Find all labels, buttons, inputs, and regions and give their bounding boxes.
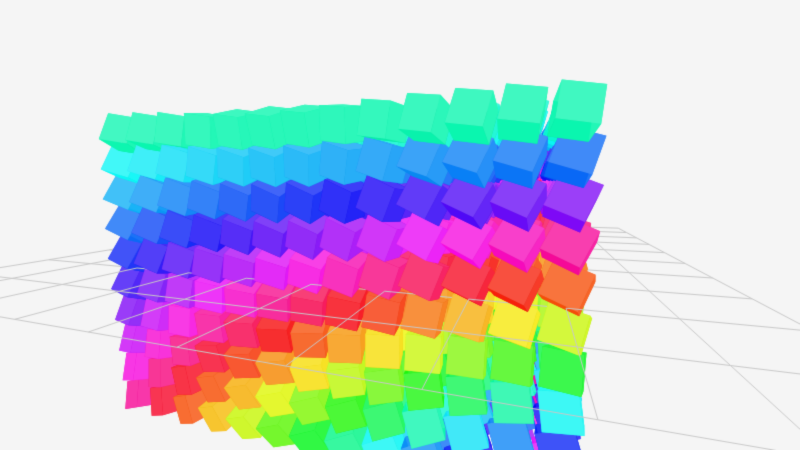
instanced-cubes-canvas[interactable]: [0, 0, 800, 450]
scene-viewport: [0, 0, 800, 450]
